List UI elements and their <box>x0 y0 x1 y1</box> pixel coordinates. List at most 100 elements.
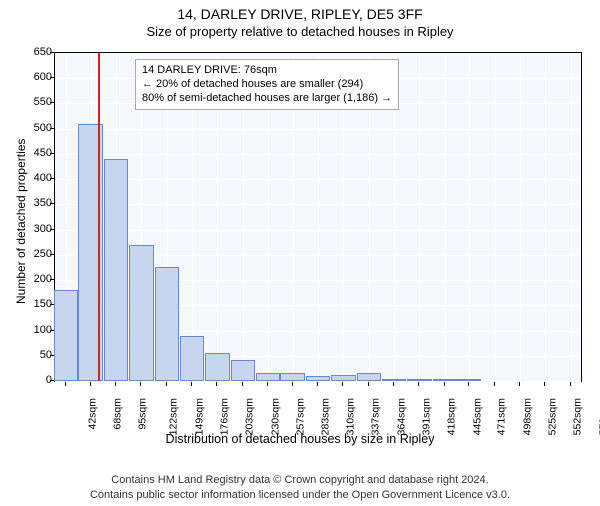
chart-title: 14, DARLEY DRIVE, RIPLEY, DE5 3FF <box>0 6 600 22</box>
annotation-line-1: 14 DARLEY DRIVE: 76sqm <box>142 64 392 78</box>
y-tick-label: 50 <box>8 349 52 361</box>
x-tick-label: 525sqm <box>546 398 558 435</box>
x-tick-mark <box>418 382 419 386</box>
y-tick-label: 250 <box>8 248 52 260</box>
x-tick-label: 391sqm <box>420 398 432 435</box>
x-tick-mark <box>191 382 192 386</box>
footer-attribution: Contains HM Land Registry data © Crown c… <box>0 473 600 502</box>
x-tick-mark <box>393 382 394 386</box>
x-tick-label: 203sqm <box>244 398 256 435</box>
histogram-bar <box>231 360 255 381</box>
annotation-line-3: 80% of semi-detached houses are larger (… <box>142 92 392 106</box>
x-tick-mark <box>444 382 445 386</box>
histogram-bar <box>155 267 179 381</box>
x-tick-label: 283sqm <box>319 398 331 435</box>
grid-vertical <box>520 53 521 381</box>
x-tick-mark <box>468 382 469 386</box>
x-tick-label: 552sqm <box>572 398 584 435</box>
histogram-bar <box>104 159 128 381</box>
x-tick-mark <box>90 382 91 386</box>
histogram-bar <box>280 373 304 381</box>
x-tick-label: 257sqm <box>295 398 307 435</box>
x-tick-label: 337sqm <box>370 398 382 435</box>
x-tick-mark <box>65 382 66 386</box>
y-tick-label: 300 <box>8 223 52 235</box>
x-axis-label: Distribution of detached houses by size … <box>0 432 600 446</box>
y-tick-mark <box>50 304 54 305</box>
x-tick-mark <box>368 382 369 386</box>
y-tick-label: 500 <box>8 122 52 134</box>
y-tick-mark <box>50 178 54 179</box>
grid-vertical <box>419 53 420 381</box>
x-tick-mark <box>216 382 217 386</box>
x-tick-label: 310sqm <box>344 398 356 435</box>
y-tick-mark <box>50 229 54 230</box>
y-tick-mark <box>50 330 54 331</box>
y-tick-mark <box>50 380 54 381</box>
footer-line-1: Contains HM Land Registry data © Crown c… <box>0 473 600 487</box>
histogram-bar <box>129 245 153 381</box>
x-tick-label: 471sqm <box>496 398 508 435</box>
histogram-bar <box>357 373 381 381</box>
x-tick-label: 122sqm <box>168 398 180 435</box>
x-tick-mark <box>342 382 343 386</box>
y-tick-mark <box>50 203 54 204</box>
x-tick-label: 176sqm <box>218 398 230 435</box>
grid-vertical <box>445 53 446 381</box>
y-tick-label: 450 <box>8 147 52 159</box>
reference-line <box>98 53 100 381</box>
histogram-bar <box>205 353 229 381</box>
y-tick-mark <box>50 102 54 103</box>
chart-container: Number of detached properties 14 DARLEY … <box>0 46 600 441</box>
histogram-bar <box>433 379 457 381</box>
x-tick-mark <box>494 382 495 386</box>
x-tick-mark <box>267 382 268 386</box>
y-tick-mark <box>50 128 54 129</box>
x-tick-label: 42sqm <box>87 398 99 430</box>
histogram-bar <box>180 336 204 381</box>
x-tick-mark <box>570 382 571 386</box>
histogram-bar <box>407 379 431 381</box>
x-tick-label: 149sqm <box>193 398 205 435</box>
grid-horizontal <box>55 381 581 382</box>
histogram-bar <box>306 376 330 381</box>
histogram-bar <box>457 379 481 381</box>
y-tick-label: 100 <box>8 324 52 336</box>
y-tick-mark <box>50 254 54 255</box>
x-tick-mark <box>544 382 545 386</box>
x-tick-label: 418sqm <box>446 398 458 435</box>
y-tick-label: 650 <box>8 46 52 58</box>
y-tick-mark <box>50 355 54 356</box>
x-tick-mark <box>242 382 243 386</box>
y-tick-label: 0 <box>8 374 52 386</box>
chart-subtitle: Size of property relative to detached ho… <box>0 24 600 39</box>
x-tick-mark <box>115 382 116 386</box>
histogram-bar <box>382 379 406 381</box>
x-tick-label: 498sqm <box>521 398 533 435</box>
histogram-bar <box>256 373 280 381</box>
grid-vertical <box>495 53 496 381</box>
plot-area: 14 DARLEY DRIVE: 76sqm← 20% of detached … <box>54 52 582 382</box>
x-tick-label: 445sqm <box>471 398 483 435</box>
y-tick-label: 200 <box>8 273 52 285</box>
y-tick-label: 400 <box>8 172 52 184</box>
x-tick-label: 68sqm <box>111 398 123 430</box>
histogram-bar <box>331 375 355 381</box>
y-tick-mark <box>50 153 54 154</box>
x-tick-mark <box>292 382 293 386</box>
x-tick-mark <box>519 382 520 386</box>
y-tick-mark <box>50 279 54 280</box>
x-tick-mark <box>317 382 318 386</box>
y-tick-label: 350 <box>8 197 52 209</box>
x-tick-label: 230sqm <box>269 398 281 435</box>
x-tick-label: 364sqm <box>395 398 407 435</box>
y-tick-mark <box>50 52 54 53</box>
histogram-bar <box>54 290 78 381</box>
grid-vertical <box>545 53 546 381</box>
x-tick-mark <box>140 382 141 386</box>
annotation-line-2: ← 20% of detached houses are smaller (29… <box>142 78 392 92</box>
grid-vertical <box>571 53 572 381</box>
y-tick-label: 150 <box>8 298 52 310</box>
y-tick-label: 600 <box>8 71 52 83</box>
x-tick-mark <box>166 382 167 386</box>
